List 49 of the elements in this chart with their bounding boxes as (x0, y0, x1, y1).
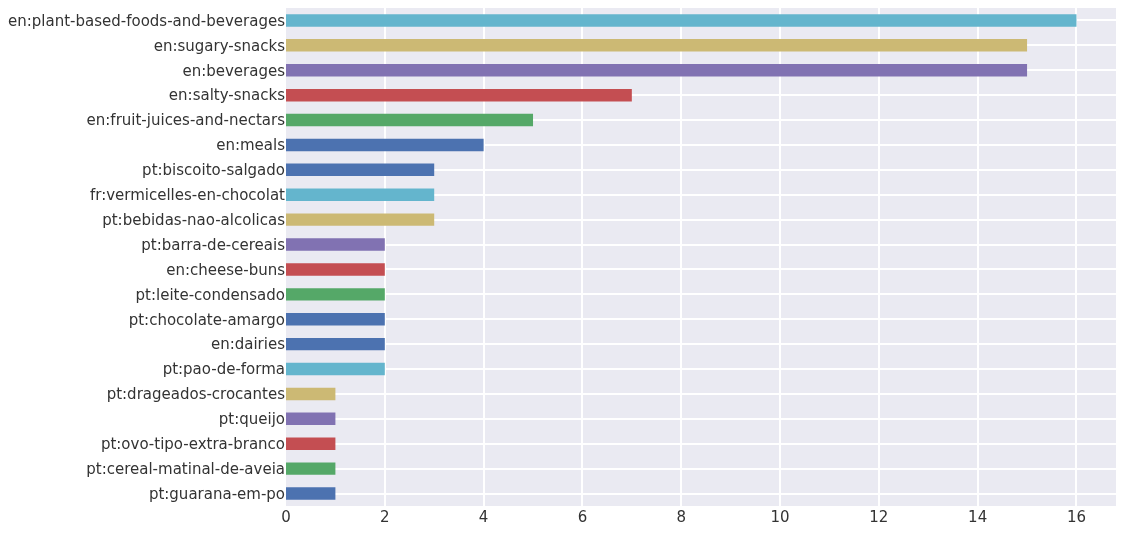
x-tick-label: 4 (478, 508, 489, 526)
y-tick-label: en:salty-snacks (168, 86, 286, 105)
bar (286, 437, 336, 450)
x-tick-label: 10 (770, 508, 790, 526)
bar (286, 288, 385, 301)
y-tick-label: en:fruit-juices-and-nectars (86, 111, 286, 130)
y-tick-label: en:plant-based-foods-and-beverages (8, 11, 286, 30)
y-tick-label: en:beverages (182, 61, 286, 80)
y-tick-label: pt:leite-condensado (135, 285, 285, 304)
y-tick-label: pt:pao-de-forma (162, 360, 285, 379)
bar (286, 487, 336, 500)
y-tick-label: pt:guarana-em-po (148, 484, 285, 503)
x-tick-label: 16 (1066, 508, 1087, 526)
y-tick-label: pt:bebidas-nao-alcolicas (102, 210, 286, 229)
y-tick-label: pt:chocolate-amargo (128, 310, 285, 329)
bar (286, 213, 435, 226)
bar (286, 163, 435, 177)
bar (286, 88, 632, 102)
y-tick-label: en:cheese-buns (166, 260, 286, 279)
bar (286, 39, 1028, 52)
bar (286, 462, 336, 475)
x-tick-label: 6 (577, 508, 588, 526)
x-tick-label: 14 (968, 508, 988, 526)
bar (286, 64, 1028, 77)
bar (286, 14, 1077, 27)
x-tick-label: 12 (869, 508, 889, 526)
y-tick-label: pt:biscoito-salgado (142, 161, 285, 180)
bar (286, 387, 336, 401)
bar (286, 238, 385, 251)
bar (286, 138, 484, 152)
y-tick-label: pt:cereal-matinal-de-aveia (86, 459, 285, 478)
bar (286, 263, 385, 276)
y-tick-label: en:dairies (210, 335, 286, 354)
y-tick-label: en:sugary-snacks (153, 36, 286, 55)
bar (286, 362, 385, 376)
bar (286, 337, 385, 351)
x-tick-label: 2 (380, 508, 390, 526)
y-tick-label: pt:drageados-crocantes (106, 385, 286, 404)
y-tick-label: en:meals (216, 136, 286, 155)
y-tick-label: pt:queijo (218, 410, 285, 429)
bar (286, 113, 534, 127)
x-tick-label: 0 (281, 508, 291, 526)
bar (286, 188, 435, 201)
y-tick-label: pt:ovo-tipo-extra-branco (100, 435, 285, 453)
x-tick-label: 8 (676, 508, 687, 526)
y-tick-label: pt:barra-de-cereais (141, 235, 286, 254)
bar (286, 412, 336, 426)
y-tick-label: fr:vermicelles-en-chocolat (89, 186, 286, 204)
bar (286, 313, 385, 326)
